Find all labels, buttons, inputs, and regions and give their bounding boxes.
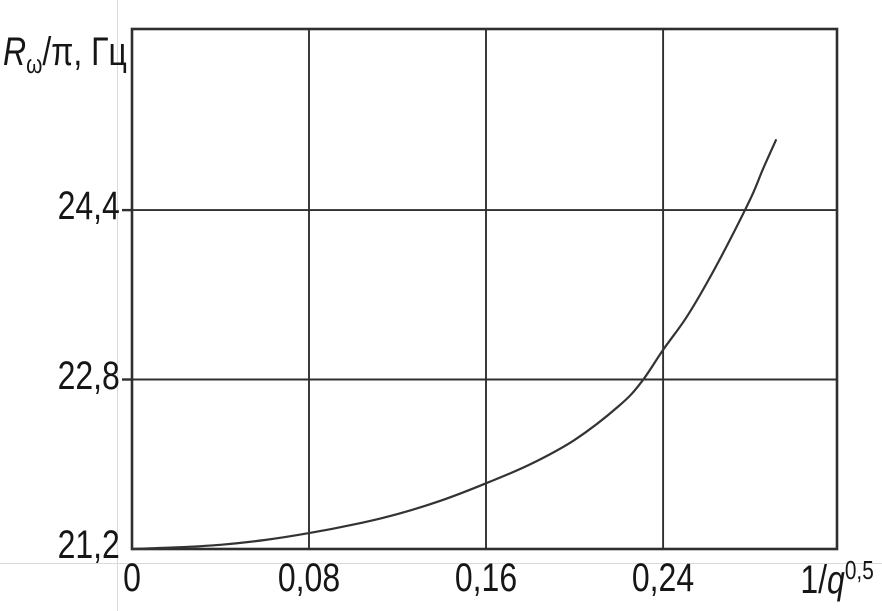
x-axis-prefix: 1/ (800, 558, 828, 602)
y-axis-units: /π, Гц (42, 30, 127, 74)
plot-frame (130, 27, 839, 551)
faint-horizontal-rule (0, 563, 882, 564)
data-curve (130, 139, 777, 551)
x-tick-label: 0,08 (277, 556, 341, 600)
y-tick-label: 22,8 (57, 353, 120, 398)
y-axis-symbol: R (3, 30, 27, 74)
y-tick-label: 24,4 (57, 184, 120, 229)
x-tick-label: 0,24 (631, 556, 695, 600)
x-tick-label: 0,16 (454, 556, 518, 600)
y-axis-title: Rω/π, Гц (3, 32, 127, 77)
x-axis-title: 1/q0,5 (801, 557, 874, 600)
x-tick-label: 0 (123, 556, 141, 600)
x-axis-symbol: q (827, 558, 846, 602)
y-axis-subscript: ω (26, 49, 43, 79)
y-tick-label: 21,2 (57, 523, 120, 567)
x-axis-superscript: 0,5 (845, 555, 874, 585)
faint-vertical-rule (117, 0, 118, 611)
